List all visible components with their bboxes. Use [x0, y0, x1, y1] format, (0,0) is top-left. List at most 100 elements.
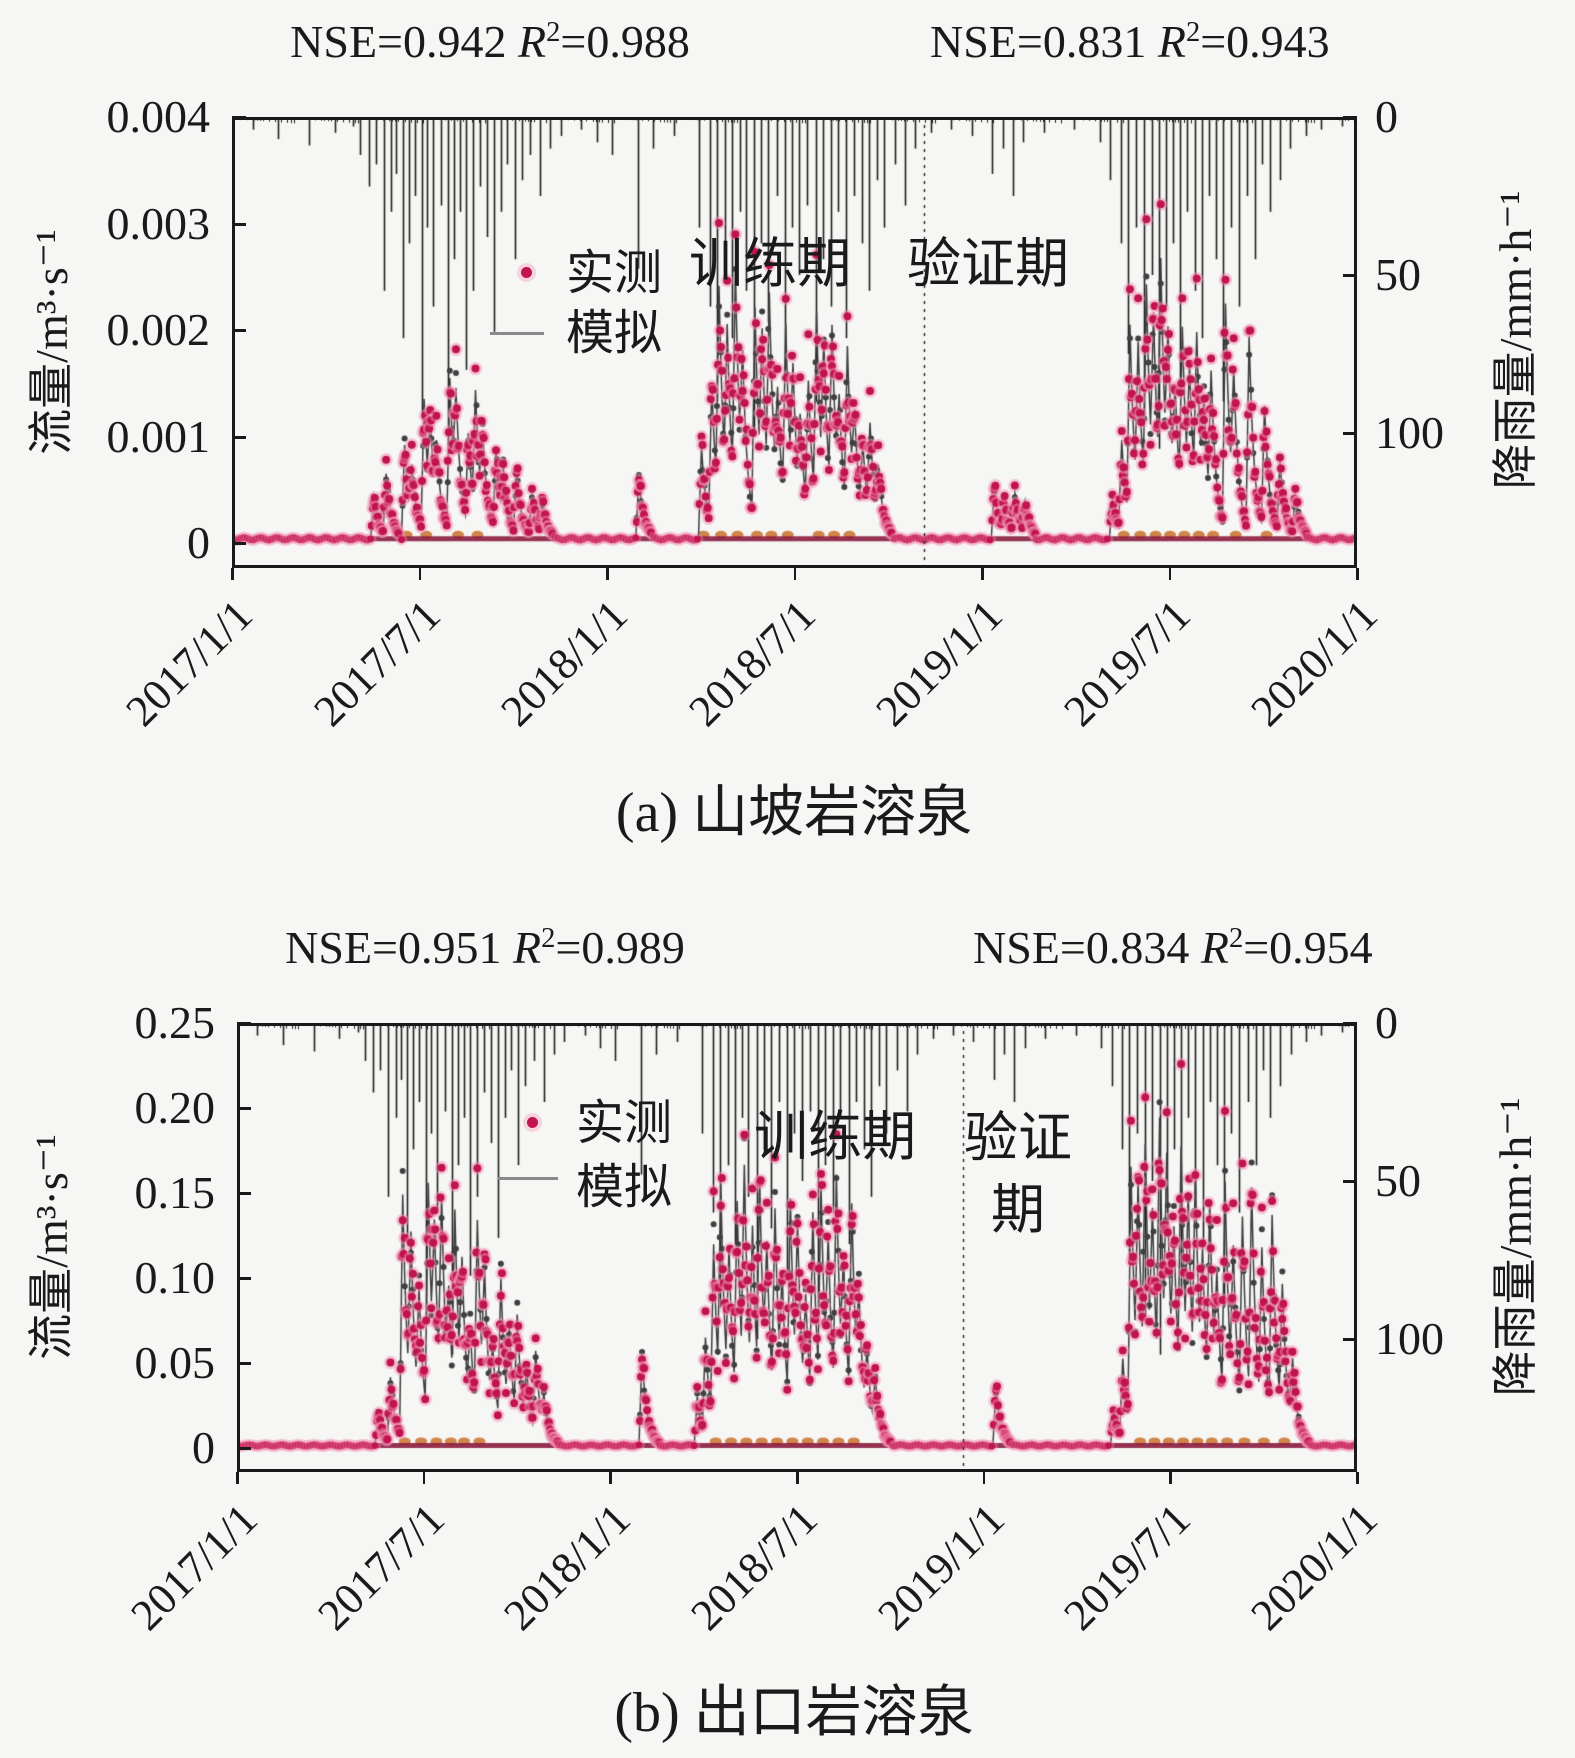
- x-tick-label: 2018/7/1: [681, 1494, 827, 1640]
- panel-b-train-stats-part: [502, 922, 514, 973]
- y-left-tick-mark: [237, 1022, 251, 1025]
- x-tick-mark: [1169, 1472, 1172, 1484]
- x-tick-label: 2018/1/1: [494, 1494, 641, 1640]
- y-left-tick-mark: [232, 329, 246, 332]
- x-tick-mark: [236, 1472, 239, 1484]
- y-left-tick-label: 0: [187, 517, 210, 568]
- y-left-tick-mark: [232, 542, 246, 545]
- panel-b-train-stats-part: NSE=0.951: [285, 922, 502, 973]
- panel-b-caption: (b) 出口岩溶泉: [614, 1682, 974, 1744]
- x-tick-mark: [982, 1472, 986, 1484]
- legend-simulated-marker: [490, 332, 544, 335]
- y-left-tick-mark: [237, 1447, 251, 1450]
- x-tick-label: 2019/7/1: [1054, 1494, 1201, 1640]
- panel-a-train-stats-part: =0.988: [560, 16, 690, 67]
- y-left-tick-label: 0.10: [134, 1252, 216, 1303]
- x-tick-mark: [231, 568, 234, 580]
- panel-b-train-stats: NSE=0.951 R2=0.989: [245, 922, 725, 981]
- panel-a-valid-stats-part: [1146, 16, 1158, 67]
- y-right-tick-mark: [1343, 432, 1357, 435]
- y-left-tick-mark: [232, 223, 246, 226]
- panel-b-train-stats-part: R: [513, 922, 542, 973]
- y-left-tick-mark: [232, 116, 246, 119]
- panel-b-train-stats-part: =0.989: [555, 922, 685, 973]
- panel-a-caption: (a) 山坡岩溶泉: [615, 782, 973, 844]
- y-left-tick-mark: [232, 436, 246, 439]
- y-left-tick-label: 0.001: [106, 411, 211, 462]
- panel-a-training-period-label: 训练期: [689, 234, 851, 294]
- panel-a-valid-stats: NSE=0.831 R2=0.943: [930, 16, 1330, 75]
- y-left-tick-mark: [237, 1277, 251, 1280]
- y-left-tick-label: 0.25: [134, 997, 216, 1048]
- x-tick-mark: [1356, 1472, 1359, 1484]
- x-tick-mark: [606, 568, 609, 580]
- legend-observed-label: 实测: [576, 1097, 673, 1150]
- legend-simulated-label: 模拟: [576, 1161, 673, 1214]
- panel-b-validation-period-label-line2: 期: [991, 1180, 1045, 1240]
- panel-a-train-stats-part: 2: [546, 17, 561, 49]
- y-right-tick-label: 0: [1375, 91, 1398, 142]
- legend-simulated-marker: [498, 1177, 558, 1180]
- panel-a-train-stats-part: R: [518, 16, 547, 67]
- x-tick-mark: [796, 1472, 799, 1484]
- legend-simulated-label: 模拟: [566, 307, 663, 360]
- y-left-tick-label: 0.002: [106, 304, 211, 355]
- y-left-tick-mark: [237, 1362, 251, 1365]
- panel-a-train-stats: NSE=0.942 R2=0.988: [250, 16, 730, 75]
- panel-a-validation-period-label-line1: 验证期: [907, 234, 1069, 294]
- panel-b-valid-stats-part: 2: [1228, 923, 1244, 955]
- panel-a-valid-stats-part: =0.943: [1200, 16, 1330, 67]
- x-tick-mark: [793, 568, 796, 580]
- x-tick-label: 2017/7/1: [308, 1494, 454, 1640]
- legend-observed-label: 实测: [566, 247, 663, 300]
- panel-a-valid-stats-part: R: [1157, 16, 1186, 67]
- y-left-tick-label: 0: [192, 1422, 215, 1473]
- y-axis-title-flow: 流量/m³·s⁻¹: [26, 1134, 77, 1360]
- y-left-tick-label: 0.004: [106, 91, 211, 142]
- y-left-tick-mark: [237, 1107, 251, 1110]
- x-tick-label: 2019/7/1: [1053, 590, 1200, 736]
- y-right-tick-mark: [1343, 274, 1357, 277]
- y-right-tick-mark: [1343, 1022, 1357, 1025]
- panel-a-train-stats-part: [507, 16, 519, 67]
- y-left-tick-label: 0.05: [134, 1337, 216, 1388]
- y-axis-title-rain: 降雨量/mm·h⁻¹: [1490, 1097, 1541, 1397]
- panel-b-validation-period-label-line1: 验证: [964, 1108, 1072, 1168]
- x-tick-mark: [418, 568, 421, 580]
- y-left-tick-label: 0.15: [134, 1167, 216, 1218]
- x-tick-label: 2017/1/1: [121, 1494, 267, 1640]
- y-right-tick-mark: [1343, 1338, 1357, 1341]
- panel-b-data-canvas: [237, 1023, 1357, 1472]
- x-tick-mark: [609, 1472, 612, 1484]
- panel-b-valid-stats: NSE=0.834 R2=0.954: [973, 922, 1373, 981]
- x-tick-label: 2017/7/1: [303, 590, 450, 736]
- panel-a-valid-stats-part: NSE=0.831: [930, 16, 1147, 67]
- y-axis-title-rain: 降雨量/mm·h⁻¹: [1490, 190, 1541, 490]
- x-tick-label: 2018/1/1: [491, 590, 637, 736]
- x-tick-label: 2020/1/1: [1241, 1494, 1387, 1640]
- y-right-tick-mark: [1343, 116, 1357, 119]
- y-left-tick-label: 0.003: [106, 198, 211, 249]
- x-tick-label: 2019/1/1: [866, 590, 1012, 736]
- panel-a-valid-stats-part: 2: [1185, 17, 1201, 49]
- y-right-tick-label: 100: [1375, 407, 1444, 458]
- y-left-tick-mark: [237, 1192, 251, 1195]
- panel-b-valid-stats-part: =0.954: [1243, 922, 1373, 973]
- x-tick-label: 2018/7/1: [678, 590, 825, 736]
- y-right-tick-label: 50: [1375, 249, 1421, 300]
- y-right-tick-mark: [1343, 1180, 1357, 1183]
- x-tick-mark: [1168, 568, 1171, 580]
- panel-a-train-stats-part: NSE=0.942: [290, 16, 507, 67]
- y-right-tick-label: 0: [1375, 997, 1398, 1048]
- panel-b-train-stats-part: 2: [541, 923, 556, 955]
- x-tick-mark: [422, 1472, 426, 1484]
- panel-b-valid-stats-part: [1189, 922, 1201, 973]
- x-tick-label: 2020/1/1: [1241, 590, 1387, 736]
- y-axis-title-flow: 流量/m³·s⁻¹: [26, 229, 77, 455]
- panel-b-valid-stats-part: NSE=0.834: [973, 922, 1190, 973]
- panel-b-valid-stats-part: R: [1200, 922, 1229, 973]
- x-tick-mark: [1356, 568, 1359, 580]
- panel-b-training-period-label: 训练期: [754, 1107, 916, 1167]
